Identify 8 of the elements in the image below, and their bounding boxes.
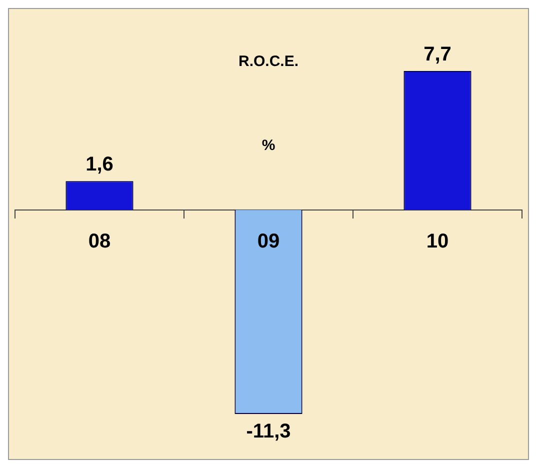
data-label: 1,6 [86,154,114,176]
annotation: % [262,137,276,154]
data-label: -11,3 [246,420,291,443]
x-tick-label: 08 [88,230,111,253]
x-tick-label: 10 [426,230,449,253]
chart-title: R.O.C.E. [238,53,299,70]
x-tick-label: 09 [257,230,280,253]
data-label: 7,7 [424,44,452,66]
